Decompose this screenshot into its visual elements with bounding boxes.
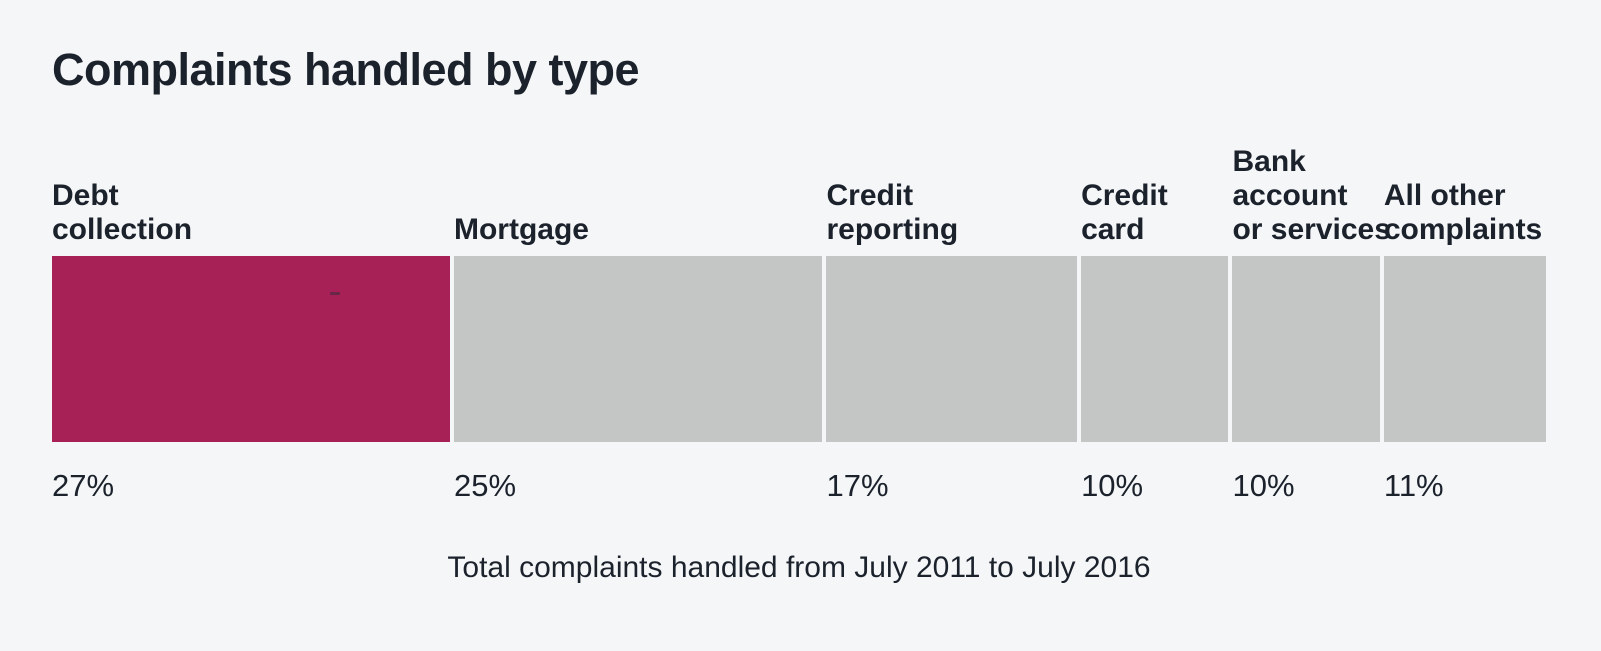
segment-all-other-complaints: All other complaints 11%: [1383, 142, 1547, 504]
segment-value: 10%: [1081, 467, 1144, 503]
segment-debt-collection: Debt collection 27%: [52, 142, 450, 504]
page: Complaints handled by type Debt collecti…: [0, 44, 1601, 651]
bar-columns: Debt collection 27% Mortgage 25% Credit …: [52, 142, 1547, 504]
segment-mortgage: Mortgage 25%: [453, 142, 823, 504]
chart-title: Complaints handled by type: [52, 44, 640, 95]
bar-segment-mortgage: [453, 255, 823, 442]
segment-bank-account-or-services: Bank account or services 10%: [1232, 142, 1391, 504]
bar-segment-credit-card: [1081, 255, 1229, 442]
bar-segment-bank-account-or-services: [1232, 255, 1380, 442]
bar-segment-debt-collection: [52, 255, 450, 442]
segment-label: Debt collection: [52, 178, 193, 246]
segment-label: Bank account or services: [1232, 144, 1391, 246]
stacked-bar-chart: Debt collection 27% Mortgage 25% Credit …: [52, 142, 1547, 586]
segment-value: 27%: [52, 467, 115, 503]
segment-value: 25%: [453, 467, 517, 503]
segment-label: Credit card: [1081, 178, 1168, 246]
segment-label: Mortgage: [453, 212, 589, 246]
bar-segment-credit-reporting: [826, 255, 1078, 442]
segment-credit-reporting: Credit reporting 17%: [826, 142, 1078, 504]
smudge-artifact: [330, 291, 340, 295]
segment-label: Credit reporting: [826, 178, 959, 246]
segment-value: 11%: [1383, 467, 1444, 503]
segment-value: 17%: [826, 467, 889, 503]
segment-credit-card: Credit card 10%: [1081, 142, 1229, 504]
bar-segment-all-other-complaints: [1383, 255, 1547, 442]
chart-caption: Total complaints handled from July 2011 …: [447, 550, 1151, 584]
segment-value: 10%: [1232, 467, 1295, 503]
segment-label: All other complaints: [1383, 178, 1543, 246]
